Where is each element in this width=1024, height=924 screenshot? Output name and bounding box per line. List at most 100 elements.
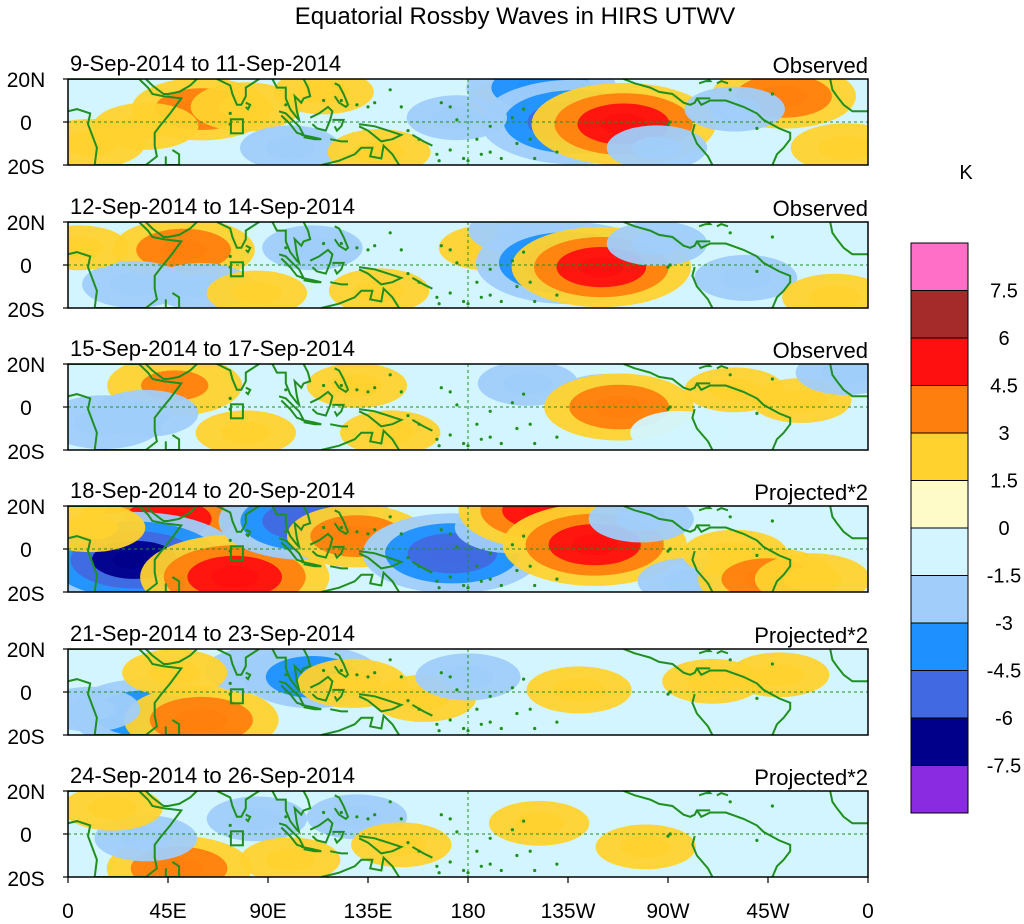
island xyxy=(399,817,403,821)
anomaly-contour xyxy=(808,285,861,308)
island xyxy=(488,551,492,555)
coastline xyxy=(245,528,252,538)
island xyxy=(455,118,459,122)
coastline xyxy=(330,423,348,428)
colorbar-label: 4.5 xyxy=(990,376,1018,398)
y-tick-label: 20S xyxy=(7,868,44,891)
coastline xyxy=(145,649,198,665)
island xyxy=(515,141,519,146)
island xyxy=(466,586,470,590)
colorbar-units: K xyxy=(959,162,973,184)
anomaly-contour xyxy=(441,665,495,689)
coastline xyxy=(829,649,868,683)
panel-date-range: 18-Sep-2014 to 20-Sep-2014 xyxy=(70,478,355,503)
island xyxy=(366,105,370,109)
colorbar-label: -7.5 xyxy=(987,756,1021,778)
island xyxy=(555,150,559,154)
anomaly-contour xyxy=(783,566,842,592)
coastline xyxy=(411,419,433,432)
island xyxy=(439,386,443,390)
coastline xyxy=(330,138,348,143)
island xyxy=(366,817,370,821)
coastline xyxy=(716,80,729,85)
island xyxy=(666,122,670,126)
y-tick-label: 20S xyxy=(7,299,44,322)
panel-date-range: 21-Sep-2014 to 23-Sep-2014 xyxy=(70,621,355,646)
coastline xyxy=(278,110,306,137)
map-area xyxy=(67,221,869,309)
colorbar-label: -4.5 xyxy=(987,661,1021,683)
island xyxy=(339,810,343,815)
colorbar-label: -1.5 xyxy=(987,566,1021,588)
x-tick-label: 135W xyxy=(541,900,596,923)
island xyxy=(366,675,370,679)
coastline xyxy=(411,277,433,290)
island xyxy=(515,853,519,858)
anomaly-contour xyxy=(720,266,772,290)
island xyxy=(488,435,492,439)
panel-kind-label: Projected*2 xyxy=(754,765,868,790)
island xyxy=(355,673,359,677)
anomaly-contour xyxy=(159,239,208,261)
coastline xyxy=(716,792,729,797)
colorbar-label: 3 xyxy=(998,423,1009,445)
anomaly-contour xyxy=(578,257,624,278)
island xyxy=(462,156,466,161)
island xyxy=(448,291,452,295)
island xyxy=(555,720,559,724)
island xyxy=(499,156,503,161)
coastline xyxy=(623,364,711,391)
island xyxy=(455,688,459,692)
colorbar-swatch xyxy=(910,717,969,766)
panel-kind-label: Observed xyxy=(773,196,868,221)
coastline xyxy=(321,713,400,735)
colorbar-swatch xyxy=(910,527,969,576)
anomaly-contour xyxy=(687,670,738,693)
anomaly-contour xyxy=(211,566,259,588)
map-area xyxy=(67,78,869,166)
island xyxy=(666,407,670,411)
coastline xyxy=(245,386,252,396)
reference-box xyxy=(229,403,244,420)
coastline xyxy=(145,79,198,95)
island xyxy=(522,392,526,396)
coastline xyxy=(145,791,198,807)
island xyxy=(515,711,519,716)
colorbar-label: -6 xyxy=(995,708,1013,730)
coastline xyxy=(145,222,198,238)
island xyxy=(728,515,732,519)
island xyxy=(666,692,670,696)
island xyxy=(448,532,452,536)
coastline xyxy=(358,266,404,286)
island xyxy=(406,556,410,560)
coastline xyxy=(332,688,346,703)
coastline xyxy=(216,791,260,818)
coastline xyxy=(301,418,322,426)
coastline xyxy=(68,364,184,450)
anomaly-contour xyxy=(353,140,405,164)
colorbar-swatch xyxy=(910,432,969,481)
island xyxy=(388,800,392,804)
island xyxy=(448,675,452,679)
anomaly-contour xyxy=(630,410,728,450)
island xyxy=(417,849,421,853)
island xyxy=(448,718,452,722)
coastline xyxy=(309,675,334,702)
island xyxy=(435,579,439,583)
island xyxy=(555,435,559,439)
y-tick-label: 20N xyxy=(7,781,46,804)
island xyxy=(322,668,326,673)
coastline xyxy=(68,222,184,308)
y-tick-label: 0 xyxy=(20,112,32,135)
island xyxy=(479,579,483,583)
coastline xyxy=(309,532,334,559)
island xyxy=(448,433,452,437)
island xyxy=(455,261,459,265)
coastline xyxy=(321,428,400,450)
coastline xyxy=(271,791,312,836)
anomaly-contour xyxy=(376,833,427,856)
coastline xyxy=(278,253,306,280)
island xyxy=(435,864,439,868)
y-tick-label: 0 xyxy=(20,539,32,562)
x-tick-label: 0 xyxy=(62,900,74,923)
